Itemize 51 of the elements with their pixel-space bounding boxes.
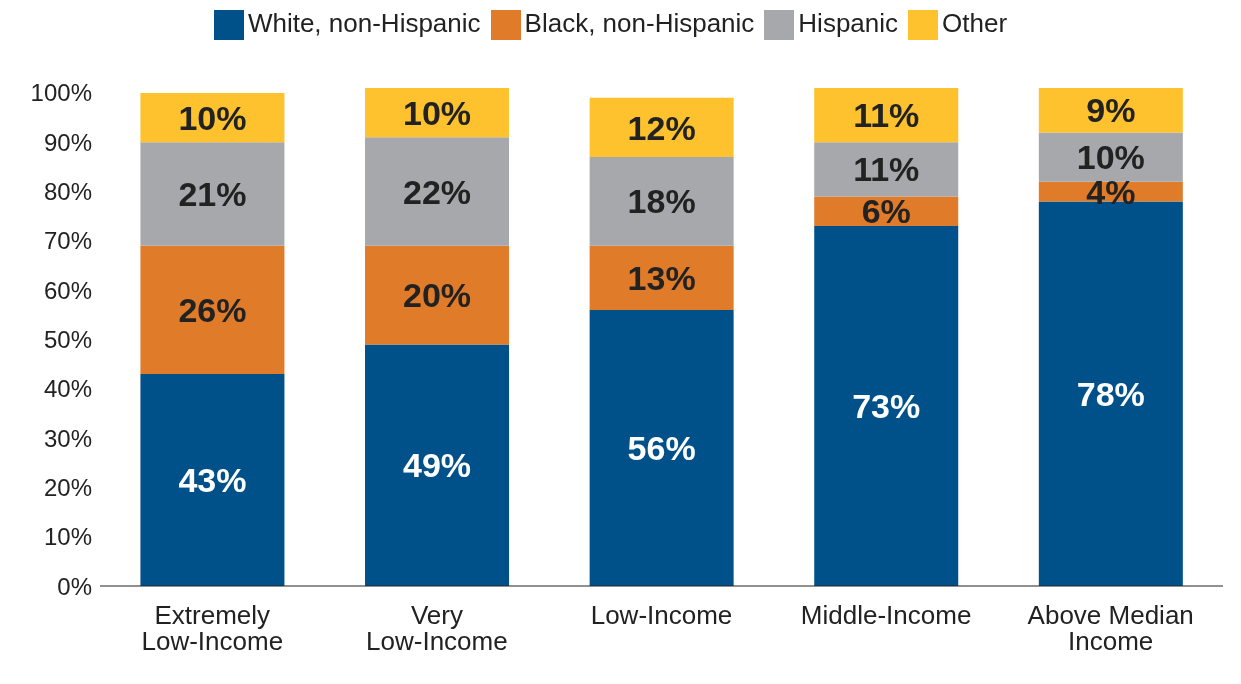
data-label: 73% [852, 387, 921, 426]
y-tick-label: 0% [57, 572, 92, 600]
data-label: 11% [853, 150, 920, 189]
y-tick-label: 30% [43, 424, 92, 452]
x-tick-label: Middle-Income [800, 600, 972, 630]
y-tick-label: 80% [43, 178, 92, 206]
bar [140, 245, 285, 374]
data-label: 49% [403, 446, 472, 485]
y-tick-label: 90% [43, 128, 92, 156]
x-tick-label: Very Low-Income [366, 600, 508, 656]
bar [365, 245, 510, 345]
x-tick-label: Extremely Low-Income [141, 600, 284, 656]
data-label: 10% [178, 98, 247, 137]
data-label: 26% [178, 290, 247, 329]
data-label: 20% [403, 276, 472, 315]
bar [814, 226, 959, 586]
y-tick-label: 20% [43, 473, 92, 501]
data-label: 18% [627, 182, 696, 221]
data-label: 43% [178, 461, 247, 500]
data-label: 78% [1076, 374, 1145, 413]
data-label: 11% [853, 96, 920, 135]
bar [814, 142, 959, 197]
data-label: 22% [403, 172, 472, 211]
data-label: 21% [178, 175, 247, 214]
y-tick-label: 10% [43, 523, 92, 551]
bar [589, 97, 734, 158]
x-tick-label: Above Median Income [1027, 600, 1194, 656]
y-tick-label: 60% [43, 276, 92, 304]
y-tick-label: 40% [43, 375, 92, 403]
y-tick-label: 50% [43, 325, 92, 353]
legend-label: Other [942, 8, 1008, 38]
data-label: 56% [627, 429, 696, 468]
bar [140, 373, 285, 586]
data-label: 10% [403, 93, 472, 132]
bar [589, 245, 734, 310]
legend-label: White, non-Hispanic [247, 8, 481, 38]
data-label: 9% [1086, 91, 1136, 130]
legend-label: Black, non-Hispanic [524, 8, 755, 38]
y-tick-label: 100% [30, 79, 92, 107]
data-label: 6% [861, 192, 911, 231]
legend-label: Hispanic [798, 8, 899, 38]
bar [589, 157, 734, 246]
x-tick-label: Low-Income [590, 600, 733, 630]
bar [365, 137, 510, 246]
bar [814, 88, 959, 143]
data-label: 12% [627, 108, 696, 147]
data-label: 13% [627, 258, 696, 297]
bar [589, 309, 734, 586]
bar [140, 142, 285, 246]
bar [365, 344, 510, 586]
y-tick-label: 70% [43, 227, 92, 255]
